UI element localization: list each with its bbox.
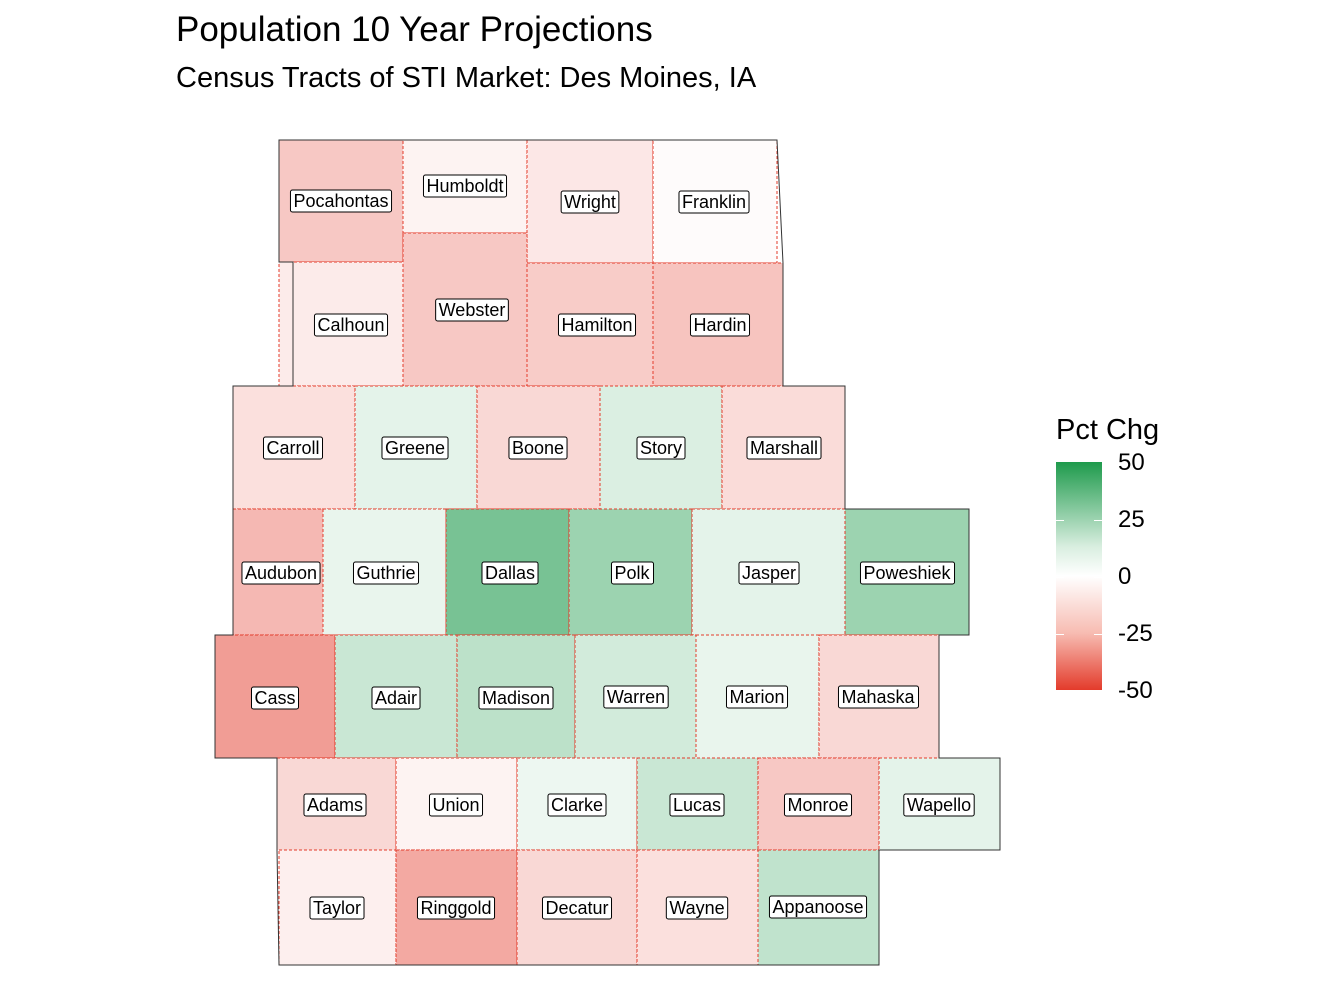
county-label-box — [560, 190, 620, 214]
county-label-marshall: Marshall — [750, 438, 818, 458]
county-label-box — [428, 793, 484, 817]
county-label-clarke: Clarke — [551, 795, 603, 815]
county-label-box — [478, 686, 554, 710]
county-label-box — [422, 174, 508, 198]
county-label-box — [262, 436, 324, 460]
county-label-box — [837, 685, 920, 709]
legend-tick-label: 50 — [1118, 449, 1145, 476]
county-label-box — [309, 896, 365, 920]
county-label-box — [665, 896, 729, 920]
legend-tick-label: -50 — [1118, 677, 1153, 704]
county-label-webster: Webster — [439, 300, 506, 320]
county-label-poweshiek: Poweshiek — [863, 563, 951, 583]
county-label-hamilton: Hamilton — [561, 315, 632, 335]
county-label-box — [371, 686, 421, 710]
county-label-adams: Adams — [307, 795, 363, 815]
county-label-box — [508, 436, 568, 460]
county-label-box — [783, 793, 853, 817]
county-label-box — [289, 189, 393, 213]
county-label-box — [547, 793, 607, 817]
county-label-box — [416, 896, 496, 920]
county-label-box — [481, 561, 539, 585]
county-label-pocahontas: Pocahontas — [293, 191, 388, 211]
county-label-taylor: Taylor — [313, 898, 361, 918]
county-label-calhoun: Calhoun — [317, 315, 384, 335]
county-label-greene: Greene — [385, 438, 445, 458]
legend-tickmark — [1056, 520, 1064, 521]
county-label-marion: Marion — [729, 687, 784, 707]
county-label-wapello: Wapello — [907, 795, 971, 815]
county-label-wright: Wright — [564, 192, 616, 212]
county-label-box — [381, 436, 449, 460]
county-label-box — [859, 561, 956, 585]
legend-tick-label: 0 — [1118, 563, 1132, 590]
county-label-box — [689, 313, 751, 337]
county-label-box — [738, 561, 800, 585]
county-label-guthrie: Guthrie — [356, 563, 415, 583]
county-label-polk: Polk — [614, 563, 650, 583]
county-label-mahaska: Mahaska — [841, 687, 915, 707]
county-label-box — [678, 190, 750, 214]
county-label-wayne: Wayne — [669, 898, 724, 918]
page-subtitle: Census Tracts of STI Market: Des Moines,… — [176, 62, 757, 94]
county-label-adair: Adair — [375, 688, 417, 708]
county-label-jasper: Jasper — [742, 563, 796, 583]
county-label-box — [725, 685, 789, 709]
county-label-hardin: Hardin — [693, 315, 746, 335]
county-label-box — [768, 895, 868, 919]
county-label-box — [903, 793, 975, 817]
county-greene — [354, 385, 478, 510]
county-label-franklin: Franklin — [682, 192, 746, 212]
county-lucas — [636, 757, 759, 851]
county-label-box — [303, 793, 367, 817]
legend-title: Pct Chg — [1056, 414, 1160, 446]
county-label-box — [241, 561, 321, 585]
legend-color-bar — [1056, 462, 1102, 690]
legend-tickmark — [1094, 520, 1102, 521]
county-label-box — [313, 313, 389, 337]
county-label-box — [250, 686, 300, 710]
county-label-dallas: Dallas — [485, 563, 535, 583]
county-label-appanoose: Appanoose — [772, 897, 863, 917]
legend-tickmark — [1056, 577, 1064, 578]
county-label-box — [669, 793, 725, 817]
county-label-lucas: Lucas — [673, 795, 721, 815]
county-label-union: Union — [432, 795, 479, 815]
county-label-box — [352, 561, 420, 585]
county-label-decatur: Decatur — [545, 898, 608, 918]
county-label-box — [636, 436, 686, 460]
county-label-box — [557, 313, 637, 337]
county-label-box — [603, 685, 669, 709]
county-label-box — [435, 298, 509, 322]
county-label-ringgold: Ringgold — [420, 898, 491, 918]
legend-tickmark — [1094, 634, 1102, 635]
county-label-box — [541, 896, 613, 920]
county-label-warren: Warren — [607, 687, 665, 707]
legend-tickmark — [1056, 634, 1064, 635]
county-label-monroe: Monroe — [787, 795, 848, 815]
county-label-humboldt: Humboldt — [426, 176, 503, 196]
county-label-audubon: Audubon — [245, 563, 317, 583]
page-title: Population 10 Year Projections — [176, 10, 653, 49]
county-label-cass: Cass — [254, 688, 295, 708]
county-label-box — [610, 561, 655, 585]
county-label-madison: Madison — [482, 688, 550, 708]
county-label-story: Story — [640, 438, 682, 458]
county-label-carroll: Carroll — [266, 438, 319, 458]
county-label-box — [746, 436, 822, 460]
market-boundary — [214, 139, 1001, 966]
legend-tick-label: -25 — [1118, 620, 1153, 647]
county-label-boone: Boone — [512, 438, 564, 458]
legend-tick-label: 25 — [1118, 506, 1145, 533]
legend-tickmark — [1094, 577, 1102, 578]
